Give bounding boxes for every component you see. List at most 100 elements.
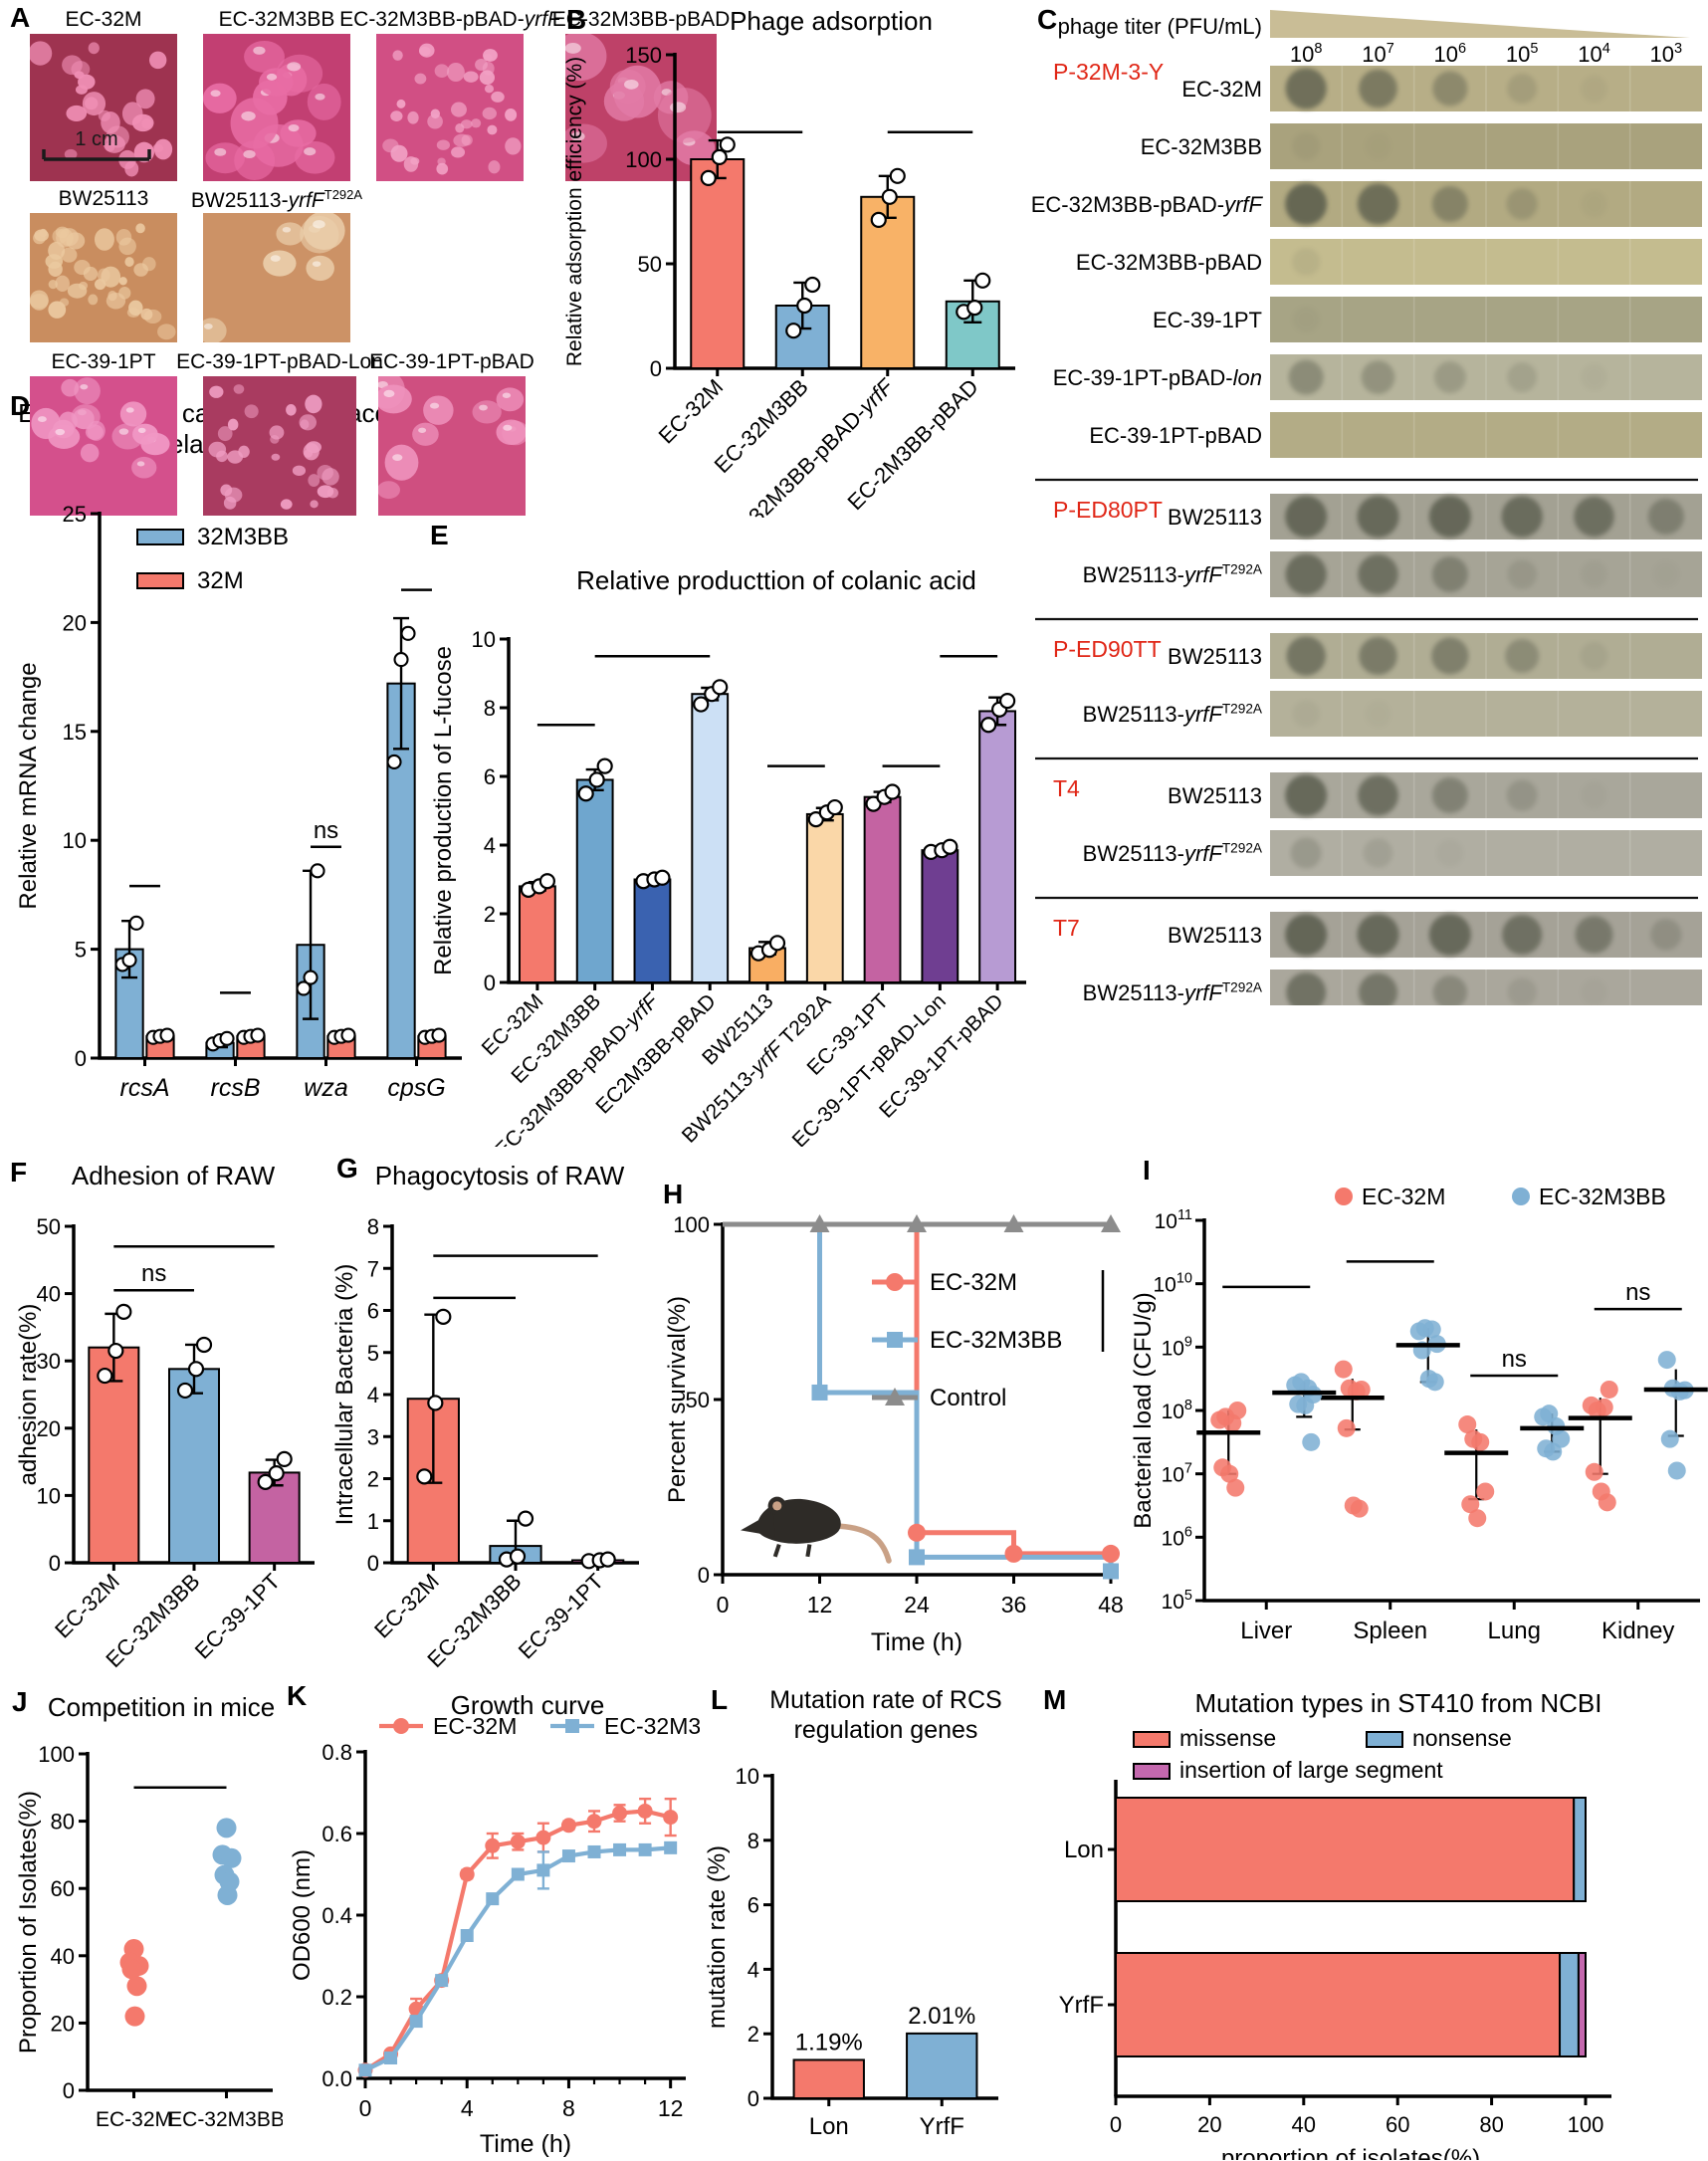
panel-e-colanic-acid-chart: 0 2 4 6 8 10 Relative production of L-fucose EC… bbox=[423, 428, 1032, 1147]
plate-label: EC-39-1PT bbox=[51, 350, 156, 373]
panel-k-title: Growth curve bbox=[450, 1690, 605, 1720]
svg-text:BW25113-yrfFT292A: BW25113-yrfFT292A bbox=[1083, 562, 1263, 587]
panel-f-title: Adhesion of RAW bbox=[71, 1161, 276, 1190]
svg-text:1.19%: 1.19% bbox=[795, 2029, 863, 2055]
svg-text:BW25113: BW25113 bbox=[1168, 505, 1262, 530]
svg-text:0: 0 bbox=[75, 1046, 87, 1071]
panel-k-growth-curve-chart: 0.0 0.2 0.4 0.6 0.8 OD600 (nm) 0 4 8 12 Time (h) EC… bbox=[282, 1680, 700, 2160]
svg-text:0.0: 0.0 bbox=[321, 2066, 352, 2091]
svg-text:2: 2 bbox=[747, 2022, 759, 2047]
svg-text:0.6: 0.6 bbox=[321, 1822, 352, 1846]
plate-photo bbox=[30, 376, 177, 516]
svg-text:4: 4 bbox=[484, 833, 496, 858]
svg-text:EC-32M3BB-pBAD-yrfF: EC-32M3BB-pBAD-yrfF bbox=[1031, 192, 1264, 217]
panel-h-letter: H bbox=[663, 1179, 684, 1209]
svg-text:Spleen: Spleen bbox=[1353, 1618, 1427, 1644]
svg-text:BW25113: BW25113 bbox=[1168, 644, 1262, 669]
svg-text:phage titer (PFU/mL): phage titer (PFU/mL) bbox=[1058, 14, 1262, 39]
svg-text:100: 100 bbox=[625, 147, 662, 172]
panel-i-bacterial-load-chart: 105 106 107 108 109 1010 1011 Bacterial load (C… bbox=[1125, 1153, 1708, 1672]
svg-text:Relative production of L-fucos: Relative production of L-fucose bbox=[430, 646, 457, 975]
svg-text:P-ED90TT: P-ED90TT bbox=[1053, 636, 1162, 662]
svg-text:BW25113-yrfFT292A: BW25113-yrfFT292A bbox=[1083, 841, 1263, 866]
svg-text:EC-32M3BB-pBAD: EC-32M3BB-pBAD bbox=[1076, 250, 1262, 275]
svg-text:Kidney: Kidney bbox=[1601, 1618, 1674, 1644]
svg-text:EC-32M3BB: EC-32M3BB bbox=[1539, 1184, 1666, 1209]
plate-photo bbox=[30, 213, 177, 342]
svg-text:12: 12 bbox=[658, 2095, 684, 2121]
panel-l-title: Mutation rate of RCS regulation genes bbox=[769, 1686, 1002, 1744]
svg-text:EC-32M: EC-32M bbox=[433, 1713, 517, 1739]
svg-text:T7: T7 bbox=[1053, 915, 1080, 941]
svg-text:20: 20 bbox=[1197, 2112, 1221, 2137]
svg-text:EC-39-1PT: EC-39-1PT bbox=[190, 1569, 285, 1663]
bar-chart-L: 0 2 4 6 8 10 mutation rate (%) 1.19% Lon 2.01% Yrf… bbox=[704, 1764, 998, 2140]
svg-text:107: 107 bbox=[1162, 1461, 1192, 1487]
svg-text:Intracellular Bacteria (%): Intracellular Bacteria (%) bbox=[331, 1264, 358, 1526]
plate-label: BW25113 bbox=[58, 187, 149, 210]
svg-text:Lon: Lon bbox=[809, 2113, 849, 2140]
svg-text:150: 150 bbox=[625, 43, 662, 68]
svg-text:4: 4 bbox=[747, 1957, 759, 1982]
bar-chart-G: 0 1 2 3 4 5 6 7 8 Intracellular Bacteria (%) EC-32… bbox=[331, 1214, 639, 1670]
svg-text:Time (h): Time (h) bbox=[480, 2130, 571, 2158]
panel-a-letter: A bbox=[10, 2, 31, 33]
svg-text:EC-32M: EC-32M bbox=[369, 1569, 444, 1643]
svg-text:10: 10 bbox=[472, 627, 496, 652]
panel-g-phagocytosis-chart: 0 1 2 3 4 5 6 7 8 Intracellular Bacteria (%) EC-32… bbox=[330, 1153, 653, 1670]
plate-label: BW25113-yrfFT292A bbox=[190, 187, 363, 212]
mouse-silhouette bbox=[741, 1496, 892, 1564]
svg-text:4: 4 bbox=[367, 1383, 379, 1407]
svg-text:BW25113: BW25113 bbox=[1168, 923, 1262, 948]
svg-text:insertion of large segment: insertion of large segment bbox=[1179, 1757, 1443, 1783]
panel-j-competition-chart: 0 20 40 60 80 100 Proportion of Isolates(%) EC-… bbox=[8, 1680, 283, 2160]
svg-text:EC-32M: EC-32M bbox=[1362, 1184, 1445, 1209]
svg-text:0: 0 bbox=[359, 2095, 372, 2121]
svg-text:20: 20 bbox=[37, 1416, 61, 1441]
plate-label: EC-32M3BB-pBAD-yrfF bbox=[339, 8, 560, 31]
svg-text:0: 0 bbox=[650, 356, 662, 381]
plate-label: EC-39-1PT-pBAD-Lon bbox=[176, 350, 383, 373]
hbar-chart-M: 0 20 40 60 80 100 proportion of isolates(%) Lon… bbox=[1059, 1725, 1611, 2160]
svg-text:10: 10 bbox=[736, 1764, 759, 1789]
svg-text:T4: T4 bbox=[1053, 775, 1080, 801]
svg-text:1011: 1011 bbox=[1155, 1207, 1192, 1233]
svg-text:2.01%: 2.01% bbox=[908, 2003, 975, 2030]
svg-text:24: 24 bbox=[904, 1592, 930, 1618]
svg-text:0: 0 bbox=[49, 1551, 61, 1576]
svg-text:0: 0 bbox=[1110, 2112, 1122, 2137]
plate-photo: 1 cm bbox=[30, 34, 177, 181]
plate-photo bbox=[378, 376, 526, 516]
plate-photo bbox=[376, 34, 524, 181]
svg-text:YrfF: YrfF bbox=[920, 2113, 964, 2140]
svg-text:50: 50 bbox=[638, 252, 662, 277]
svg-text:YrfF: YrfF bbox=[1059, 1992, 1104, 2019]
plate-label: EC-32M bbox=[65, 8, 142, 31]
svg-text:107: 107 bbox=[1362, 41, 1394, 67]
svg-text:109: 109 bbox=[1162, 1334, 1192, 1360]
svg-text:2: 2 bbox=[367, 1467, 379, 1492]
svg-text:ns: ns bbox=[1625, 1279, 1650, 1306]
svg-text:Lung: Lung bbox=[1488, 1618, 1541, 1644]
panel-g-letter: G bbox=[336, 1153, 358, 1184]
svg-text:106: 106 bbox=[1434, 41, 1467, 67]
svg-text:6: 6 bbox=[747, 1893, 759, 1918]
plate-label: EC-32M3BB-pBAD bbox=[551, 8, 731, 31]
svg-text:adhesion rate(%): adhesion rate(%) bbox=[15, 1304, 42, 1486]
dot-column-chart-J: 0 20 40 60 80 100 Proportion of Isolates(%) EC-… bbox=[15, 1742, 283, 2131]
svg-text:proportion of isolates(%): proportion of isolates(%) bbox=[1221, 2145, 1480, 2160]
svg-text:0.4: 0.4 bbox=[321, 1903, 352, 1928]
svg-text:60: 60 bbox=[1386, 2112, 1409, 2137]
panel-e-title: Relative producttion of colanic acid bbox=[576, 565, 976, 595]
svg-text:rcsA: rcsA bbox=[120, 1074, 170, 1102]
panel-g-title: Phagocytosis of RAW bbox=[374, 1161, 625, 1190]
panel-j-title: Competition in mice bbox=[47, 1692, 276, 1722]
panel-m-letter: M bbox=[1043, 1684, 1067, 1715]
svg-text:8: 8 bbox=[484, 696, 496, 721]
svg-text:Lon: Lon bbox=[1064, 1837, 1104, 1863]
svg-text:missense: missense bbox=[1179, 1725, 1276, 1751]
svg-text:BW25113-yrfFT292A: BW25113-yrfFT292A bbox=[1083, 702, 1263, 727]
svg-text:48: 48 bbox=[1098, 1592, 1123, 1618]
